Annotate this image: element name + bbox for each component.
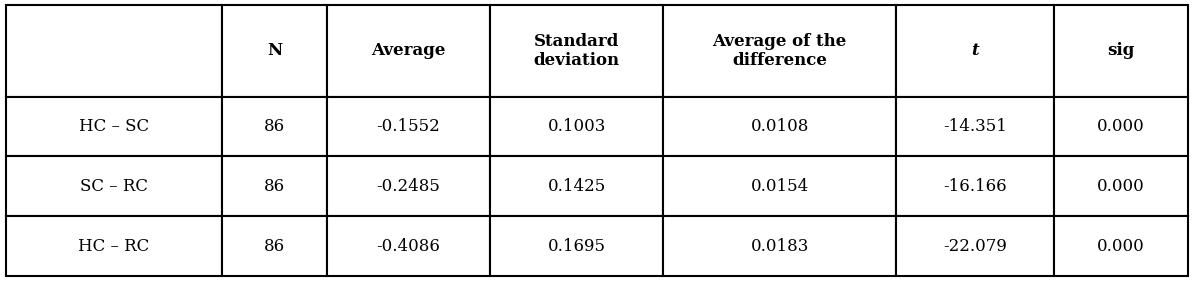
Bar <box>222 157 327 216</box>
Text: -16.166: -16.166 <box>943 178 1007 195</box>
Text: -0.1552: -0.1552 <box>376 118 441 135</box>
Text: 0.0108: 0.0108 <box>750 118 808 135</box>
Bar <box>491 5 663 97</box>
Bar <box>222 97 327 157</box>
Text: HC – RC: HC – RC <box>79 238 149 255</box>
Bar <box>222 5 327 97</box>
Bar <box>1054 5 1188 97</box>
Bar <box>1054 216 1188 276</box>
Text: Average: Average <box>371 42 445 59</box>
Text: HC – SC: HC – SC <box>79 118 149 135</box>
Bar <box>6 97 222 157</box>
Bar <box>897 97 1054 157</box>
Bar <box>6 216 222 276</box>
Bar <box>663 157 897 216</box>
Text: sig: sig <box>1107 42 1134 59</box>
Text: N: N <box>266 42 282 59</box>
Text: 86: 86 <box>264 238 285 255</box>
Text: SC – RC: SC – RC <box>80 178 148 195</box>
Text: 86: 86 <box>264 118 285 135</box>
Bar <box>491 157 663 216</box>
Text: 0.1003: 0.1003 <box>547 118 605 135</box>
Bar <box>663 5 897 97</box>
Bar <box>327 5 491 97</box>
Text: 0.0154: 0.0154 <box>751 178 808 195</box>
Text: 0.1425: 0.1425 <box>548 178 605 195</box>
Bar <box>222 216 327 276</box>
Bar <box>1054 97 1188 157</box>
Bar <box>327 216 491 276</box>
Bar <box>897 216 1054 276</box>
Text: 0.0183: 0.0183 <box>750 238 808 255</box>
Bar <box>327 97 491 157</box>
Bar <box>897 5 1054 97</box>
Text: Average of the
difference: Average of the difference <box>713 33 847 69</box>
Text: 0.000: 0.000 <box>1097 118 1145 135</box>
Text: -0.4086: -0.4086 <box>376 238 441 255</box>
Text: -0.2485: -0.2485 <box>376 178 441 195</box>
Bar <box>663 97 897 157</box>
Bar <box>1054 157 1188 216</box>
Text: 0.1695: 0.1695 <box>548 238 605 255</box>
Bar <box>491 216 663 276</box>
Text: 0.000: 0.000 <box>1097 178 1145 195</box>
Bar <box>6 5 222 97</box>
Text: 0.000: 0.000 <box>1097 238 1145 255</box>
Text: 86: 86 <box>264 178 285 195</box>
Text: -14.351: -14.351 <box>943 118 1007 135</box>
Text: -22.079: -22.079 <box>943 238 1007 255</box>
Text: t: t <box>971 42 979 59</box>
Bar <box>663 216 897 276</box>
Text: Standard
deviation: Standard deviation <box>534 33 620 69</box>
Bar <box>897 157 1054 216</box>
Bar <box>327 157 491 216</box>
Bar <box>491 97 663 157</box>
Bar <box>6 157 222 216</box>
